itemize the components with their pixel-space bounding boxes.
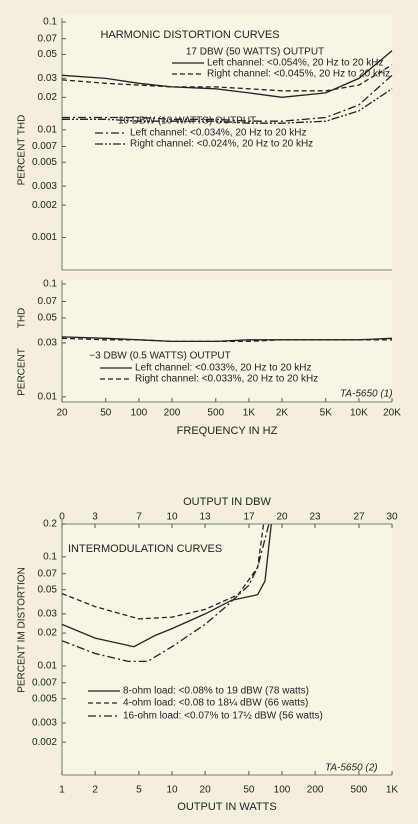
x-tick-label: 2 bbox=[92, 785, 98, 796]
figure-note: TA-5650 (2) bbox=[325, 763, 378, 774]
x-tick-label: 50 bbox=[243, 785, 255, 796]
x2-tick-label: 20 bbox=[276, 512, 288, 523]
y-tick-label: 0.05 bbox=[38, 313, 58, 324]
x-tick-label: 20 bbox=[200, 785, 212, 796]
series-line bbox=[61, 50, 393, 98]
y-tick-label: 0.01 bbox=[38, 124, 58, 135]
y-tick-label: 0.05 bbox=[38, 49, 58, 60]
legend-label: Right channel: <0.024%, 20 Hz to 20 kHz bbox=[130, 139, 313, 150]
y-tick-label: 0.01 bbox=[38, 661, 58, 672]
y-axis-label: PERCENT IM DISTORTION bbox=[17, 567, 28, 693]
x-tick-label: 10K bbox=[350, 408, 368, 419]
y-tick-label: 0.03 bbox=[38, 73, 58, 84]
y-tick-label: 0.1 bbox=[43, 279, 57, 290]
x-axis-label: FREQUENCY IN HZ bbox=[177, 425, 278, 437]
legend-label: 16-ohm load: <0.07% to 17½ dBW (56 watts… bbox=[123, 711, 323, 722]
chart-title: INTERMODULATION CURVES bbox=[68, 543, 222, 555]
y-tick-label: 0.05 bbox=[38, 584, 58, 595]
x-tick-label: 1 bbox=[59, 785, 65, 796]
legend-label: 4-ohm load: <0.08 to 18¼ dBW (66 watts) bbox=[123, 697, 308, 709]
x-tick-label: 500 bbox=[351, 785, 368, 796]
x2-tick-label: 3 bbox=[92, 512, 98, 523]
x-tick-label: 2K bbox=[276, 408, 289, 419]
y-tick-label: 0.001 bbox=[32, 232, 57, 243]
series-line bbox=[61, 337, 392, 343]
x-tick-label: 200 bbox=[164, 408, 181, 419]
series-line bbox=[61, 64, 393, 92]
x-tick-label: 10 bbox=[166, 785, 178, 796]
y-axis-label: PERCENT bbox=[17, 348, 28, 396]
y-tick-label: 0.02 bbox=[38, 628, 58, 639]
y-axis-label: THD bbox=[17, 308, 28, 329]
chart-title: HARMONIC DISTORTION CURVES bbox=[100, 29, 279, 41]
y-tick-label: 0.2 bbox=[43, 519, 57, 530]
legend-label: Left channel: <0.054%, 20 Hz to 20 kHz bbox=[207, 58, 384, 69]
y-tick-label: 0.02 bbox=[38, 92, 58, 103]
y-tick-label: 0.005 bbox=[32, 693, 57, 704]
y-tick-label: 0.1 bbox=[43, 17, 57, 28]
y-axis-label: PERCENT THD bbox=[17, 115, 28, 186]
legend-label: 8-ohm load: <0.08% to 19 dBW (78 watts) bbox=[123, 686, 309, 697]
y-tick-label: 0.01 bbox=[38, 391, 58, 402]
x2-tick-label: 10 bbox=[166, 512, 178, 523]
series-line bbox=[62, 88, 393, 124]
series-line bbox=[61, 523, 265, 620]
x-tick-label: 50 bbox=[100, 408, 112, 419]
x-tick-label: 500 bbox=[207, 408, 224, 419]
legend-label: Right channel: <0.045%, 20 Hz to 20 kHz bbox=[207, 69, 390, 80]
x-tick-label: 20 bbox=[56, 408, 68, 419]
y-tick-label: 0.007 bbox=[32, 141, 57, 152]
x-tick-label: 1K bbox=[243, 408, 256, 419]
y-tick-label: 0.007 bbox=[32, 677, 57, 688]
annotation: 17 DBW (50 WATTS) OUTPUT bbox=[186, 47, 324, 58]
x-tick-label: 200 bbox=[307, 785, 324, 796]
annotation: 10 DBW (10 WATTS) OUTPUT bbox=[118, 116, 256, 127]
x2-tick-label: 30 bbox=[386, 512, 398, 523]
x-tick-label: 100 bbox=[131, 408, 148, 419]
y-tick-label: 0.03 bbox=[38, 338, 58, 349]
x-tick-label: 1K bbox=[386, 785, 399, 796]
y-tick-label: 0.07 bbox=[38, 33, 58, 44]
x2-axis-label: OUTPUT IN DBW bbox=[183, 496, 271, 508]
series-line bbox=[61, 523, 270, 663]
y-tick-label: 0.03 bbox=[38, 609, 58, 620]
y-tick-label: 0.07 bbox=[38, 568, 58, 579]
x2-tick-label: 17 bbox=[243, 512, 255, 523]
x-tick-label: 20K bbox=[383, 408, 401, 419]
legend-label: Right channel: <0.033%, 20 Hz to 20 kHz bbox=[135, 374, 318, 385]
figure-note: TA-5650 (1) bbox=[340, 389, 393, 400]
series-line bbox=[61, 523, 272, 648]
annotation: −3 DBW (0.5 WATTS) OUTPUT bbox=[89, 351, 230, 362]
legend-label: Left channel: <0.033%, 20 Hz to 20 kHz bbox=[135, 363, 312, 374]
panel-background bbox=[62, 14, 392, 272]
y-tick-label: 0.003 bbox=[32, 718, 57, 729]
x-axis-label: OUTPUT IN WATTS bbox=[177, 801, 276, 813]
y-tick-label: 0.07 bbox=[38, 296, 58, 307]
panel-background bbox=[62, 524, 392, 775]
y-tick-label: 0.1 bbox=[43, 551, 57, 562]
series-line bbox=[62, 74, 393, 122]
x-tick-label: 5K bbox=[320, 408, 333, 419]
y-tick-label: 0.003 bbox=[32, 181, 57, 192]
x-tick-label: 100 bbox=[274, 785, 291, 796]
y-tick-label: 0.002 bbox=[32, 737, 57, 748]
y-tick-label: 0.005 bbox=[32, 157, 57, 168]
y-tick-label: 0.002 bbox=[32, 200, 57, 211]
legend-label: Left channel: <0.034%, 20 Hz to 20 kHz bbox=[130, 128, 307, 139]
x2-tick-label: 0 bbox=[59, 512, 65, 523]
x2-tick-label: 27 bbox=[353, 512, 365, 523]
x2-tick-label: 13 bbox=[199, 512, 211, 523]
x2-tick-label: 23 bbox=[309, 512, 321, 523]
x-tick-label: 5 bbox=[136, 785, 142, 796]
x2-tick-label: 7 bbox=[136, 512, 142, 523]
